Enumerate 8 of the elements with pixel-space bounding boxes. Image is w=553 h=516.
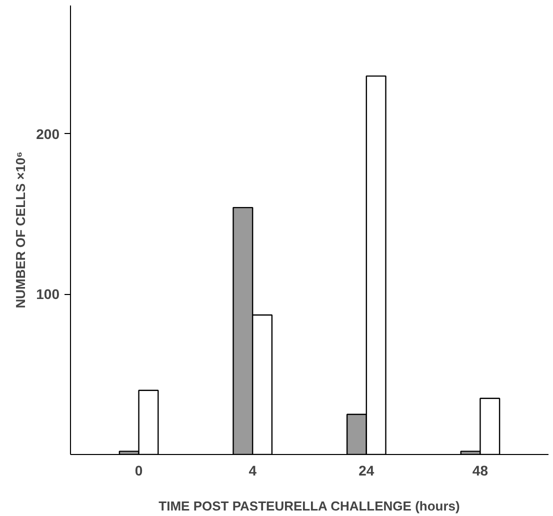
y-axis-title: NUMBER OF CELLS ×10⁶ <box>13 152 28 308</box>
y-tick-label: 200 <box>36 126 60 142</box>
x-tick-label: 24 <box>358 462 374 478</box>
x-tick-label: 48 <box>472 462 488 478</box>
x-tick-label: 0 <box>134 462 143 478</box>
x-axis-title: TIME POST PASTEURELLA CHALLENGE (hours) <box>158 498 460 514</box>
x-tick-label: 4 <box>248 462 257 478</box>
y-tick-label: 100 <box>36 286 60 302</box>
